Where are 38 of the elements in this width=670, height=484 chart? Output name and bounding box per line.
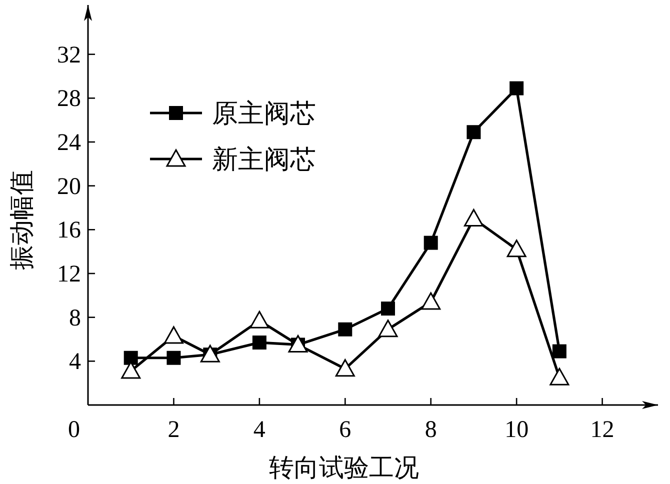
y-tick-label: 20 — [57, 174, 81, 200]
x-tick-label: 12 — [590, 417, 614, 443]
point — [381, 302, 395, 316]
point — [288, 334, 308, 352]
x-tick-label: 6 — [339, 417, 352, 443]
y-axis-title: 振动幅值 — [9, 170, 36, 270]
point — [200, 344, 220, 362]
y-tick-label: 24 — [57, 130, 81, 156]
point — [464, 208, 484, 226]
x-tick-label: 10 — [504, 417, 529, 443]
point — [466, 125, 481, 140]
point — [378, 320, 398, 338]
legend-label: 原主阀芯 — [212, 99, 316, 128]
point — [252, 336, 266, 350]
point — [550, 368, 570, 386]
x-axis-title: 转向试验工况 — [269, 455, 419, 482]
point — [424, 236, 438, 250]
y-tick-label: 12 — [57, 261, 81, 288]
point — [250, 310, 270, 328]
point — [124, 350, 138, 365]
y-tick-label: 32 — [57, 42, 81, 68]
y-tick-label: 16 — [57, 218, 81, 244]
point — [166, 350, 181, 365]
legend-label: 新主阀芯 — [212, 145, 316, 174]
y-tick-label: 4 — [69, 349, 81, 376]
x-tick-label: 2 — [168, 417, 180, 443]
point — [552, 344, 566, 358]
point — [510, 81, 524, 96]
point — [164, 326, 184, 344]
y-tick-label: 28 — [57, 86, 81, 112]
point — [338, 322, 352, 336]
x-tick-label: 0 — [68, 417, 80, 443]
x-tick-label: 4 — [253, 417, 266, 443]
x-tick-label: 8 — [424, 417, 437, 443]
point — [335, 359, 355, 377]
point — [421, 292, 441, 310]
point — [506, 240, 526, 258]
y-tick-label: 8 — [69, 305, 81, 332]
